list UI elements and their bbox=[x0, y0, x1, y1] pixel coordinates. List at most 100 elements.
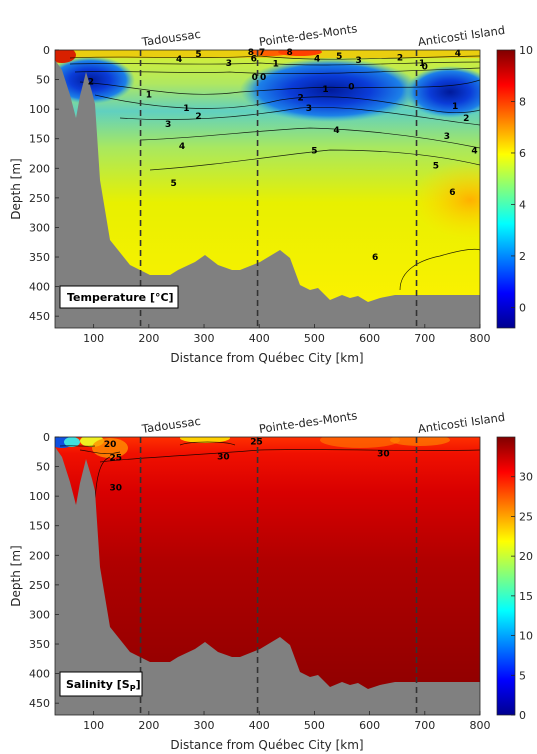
salinity-xlabel: Distance from Québec City [km] bbox=[170, 738, 363, 752]
temperature-xtick-label: 200 bbox=[138, 332, 159, 345]
temperature-contour-label: 0 bbox=[252, 73, 258, 83]
temperature-contour-label: 2 bbox=[88, 77, 94, 87]
temperature-contour-label: 1 bbox=[419, 59, 425, 69]
salinity-ytick-label: 150 bbox=[29, 520, 50, 533]
temperature-contour-label: 0 bbox=[422, 63, 428, 73]
salinity-xtick-label: 800 bbox=[470, 719, 491, 732]
salinity-colorbar-tick-label: 25 bbox=[519, 510, 533, 523]
temperature-ytick-label: 400 bbox=[29, 281, 50, 294]
temperature-contour-label: 5 bbox=[433, 161, 439, 171]
temperature-ytick-label: 250 bbox=[29, 192, 50, 205]
temperature-contour-label: 3 bbox=[355, 56, 361, 66]
temperature-axes-frame bbox=[54, 49, 481, 329]
temperature-ytick-label: 150 bbox=[29, 133, 50, 146]
temperature-contour-label: 1 bbox=[273, 60, 279, 70]
temperature-contour-label: 4 bbox=[471, 147, 477, 157]
temperature-contour-label: 2 bbox=[397, 54, 403, 64]
temperature-contour-label: 7 bbox=[259, 48, 265, 58]
salinity-axes-frame bbox=[54, 436, 481, 716]
salinity-colorbar-tick-label: 10 bbox=[519, 630, 533, 643]
salinity-xtick-label: 500 bbox=[304, 719, 325, 732]
temperature-contour-label: 3 bbox=[306, 104, 312, 114]
temperature-contour-label: 4 bbox=[176, 55, 182, 65]
salinity-contour-label: 30 bbox=[217, 453, 230, 463]
salinity-ytick-label: 0 bbox=[43, 431, 50, 444]
salinity-contours bbox=[59, 441, 480, 501]
salinity-colorbar bbox=[496, 436, 516, 716]
temperature-colorbar-tick-label: 10 bbox=[519, 44, 533, 57]
temperature-contour-label: 1 bbox=[322, 85, 328, 95]
temperature-location-label: Tadoussac bbox=[140, 27, 202, 49]
salinity-contour-label: 20 bbox=[104, 440, 117, 450]
salinity-contour-label: 25 bbox=[109, 454, 122, 464]
salinity-location-label: Pointe-des-Monts bbox=[258, 408, 358, 436]
temperature-contour-label: 8 bbox=[248, 48, 254, 58]
salinity-contour-label: 30 bbox=[377, 450, 390, 460]
salinity-colorbar-tick-label: 5 bbox=[519, 669, 526, 682]
temperature-contour-label: 6 bbox=[372, 253, 378, 263]
salinity-xtick-label: 200 bbox=[138, 719, 159, 732]
temperature-contour-label: 4 bbox=[455, 49, 461, 59]
temperature-colorbar-tick-label: 8 bbox=[519, 95, 526, 108]
temperature-contour-label: 5 bbox=[336, 52, 342, 62]
temperature-xtick-label: 800 bbox=[470, 332, 491, 345]
salinity-colorbar-tick-label: 15 bbox=[519, 590, 533, 603]
temperature-contour-label: 0 bbox=[260, 73, 266, 83]
temperature-contour-label: 2 bbox=[195, 112, 201, 122]
temperature-ytick-label: 300 bbox=[29, 221, 50, 234]
temperature-contour-label: 4 bbox=[333, 126, 339, 136]
salinity-xtick-label: 700 bbox=[414, 719, 435, 732]
temperature-contour-label: 3 bbox=[226, 59, 232, 69]
temperature-ytick-label: 0 bbox=[43, 44, 50, 57]
temperature-colorbar bbox=[496, 49, 516, 329]
salinity-label: Salinity [SP] bbox=[66, 678, 141, 693]
salinity-xtick-label: 600 bbox=[359, 719, 380, 732]
salinity-colorbar-tick-label: 20 bbox=[519, 550, 533, 563]
temperature-contour-label: 8 bbox=[286, 48, 292, 58]
temperature-contour-label: 3 bbox=[444, 132, 450, 142]
salinity-xtick-label: 300 bbox=[194, 719, 215, 732]
salinity-ytick-label: 300 bbox=[29, 608, 50, 621]
salinity-panel: Tadoussac Pointe-des-Monts Anticosti Islan… bbox=[9, 408, 533, 752]
temperature-contour-label: 5 bbox=[311, 147, 317, 157]
temperature-ytick-label: 50 bbox=[36, 74, 50, 87]
temperature-colorbar-tick-label: 0 bbox=[519, 301, 526, 314]
temperature-colorbar-ticks: 0 2 4 6 8 10 bbox=[511, 44, 533, 314]
salinity-location-label: Anticosti Island bbox=[417, 410, 506, 436]
temperature-contour-label: 6 bbox=[449, 188, 455, 198]
temperature-location-label: Pointe-des-Monts bbox=[258, 21, 358, 49]
temperature-xtick-label: 700 bbox=[414, 332, 435, 345]
temperature-contour-label: 3 bbox=[165, 120, 171, 130]
salinity-ytick-label: 250 bbox=[29, 579, 50, 592]
salinity-ytick-label: 50 bbox=[36, 461, 50, 474]
temperature-ticks: 100 200 300 400 500 600 700 8000501001502002503… bbox=[29, 44, 491, 345]
salinity-ytick-label: 200 bbox=[29, 549, 50, 562]
temperature-colorbar-tick-label: 6 bbox=[519, 147, 526, 160]
temperature-xtick-label: 100 bbox=[83, 332, 104, 345]
salinity-ytick-label: 350 bbox=[29, 638, 50, 651]
temperature-label: Temperature [°C] bbox=[67, 291, 174, 304]
temperature-contour-label: 2 bbox=[463, 114, 469, 124]
salinity-xtick-label: 400 bbox=[249, 719, 270, 732]
salinity-contour-labels: 20 25 30 25 30 30 bbox=[104, 438, 390, 494]
temperature-contour-label: 5 bbox=[171, 179, 177, 189]
salinity-location-label: Tadoussac bbox=[140, 414, 202, 436]
salinity-contour-label: 30 bbox=[109, 483, 122, 493]
temperature-contour-label: 4 bbox=[179, 142, 185, 152]
temperature-colorbar-tick-label: 4 bbox=[519, 198, 526, 211]
temperature-xtick-label: 400 bbox=[249, 332, 270, 345]
temperature-xlabel: Distance from Québec City [km] bbox=[170, 351, 363, 365]
salinity-colorbar-tick-label: 30 bbox=[519, 471, 533, 484]
salinity-xtick-label: 100 bbox=[83, 719, 104, 732]
temperature-ytick-label: 100 bbox=[29, 103, 50, 116]
salinity-ytick-label: 400 bbox=[29, 668, 50, 681]
temperature-contour-label: 5 bbox=[195, 50, 201, 60]
temperature-panel: Tadoussac Pointe-des-Monts Anticosti Islan… bbox=[9, 21, 533, 365]
salinity-contour-label: 25 bbox=[250, 438, 263, 448]
temperature-ytick-label: 200 bbox=[29, 162, 50, 175]
salinity-ticks: 100 200 300 400 500 600 700 800 0 50 100 150 200 250 3… bbox=[29, 431, 491, 732]
salinity-label-box bbox=[59, 671, 143, 697]
temperature-xtick-label: 300 bbox=[194, 332, 215, 345]
